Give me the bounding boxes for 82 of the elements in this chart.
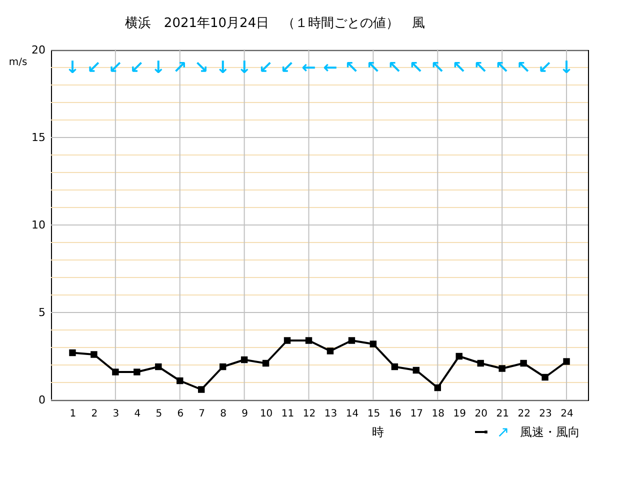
annotation: ↖ xyxy=(366,58,380,78)
annotation: ↙ xyxy=(258,58,273,78)
point xyxy=(542,374,548,381)
x-tick-label: 11 xyxy=(281,408,294,420)
point xyxy=(520,360,527,367)
point xyxy=(69,349,76,356)
point xyxy=(434,384,441,392)
point xyxy=(198,386,205,393)
annotation: ↗ xyxy=(172,58,188,78)
x-tick-label: 21 xyxy=(496,408,509,420)
x-tick-label: 9 xyxy=(242,408,248,420)
text: ↗ xyxy=(496,423,510,441)
x-tick-label: 1 xyxy=(70,408,76,420)
annotation: ↘ xyxy=(194,58,208,78)
annotation: ↙ xyxy=(280,58,294,78)
point xyxy=(240,356,248,364)
annotation: ↓ xyxy=(65,58,80,78)
annotation: ↓ xyxy=(237,58,252,78)
point xyxy=(155,363,162,370)
annotation: ↖ xyxy=(409,58,424,78)
annotation: ↖ xyxy=(494,58,510,78)
x-tick-label: 17 xyxy=(410,408,424,420)
point xyxy=(391,363,398,370)
annotation: ↖ xyxy=(473,58,488,78)
y-axis-title: m/s xyxy=(8,57,28,68)
x-tick-label: 10 xyxy=(260,408,273,420)
point xyxy=(284,337,291,344)
point xyxy=(326,348,334,354)
x-tick-label: 22 xyxy=(518,408,530,420)
x-tick-label: 18 xyxy=(432,408,445,420)
annotation: ↓ xyxy=(151,58,166,78)
x-tick-label: 12 xyxy=(302,408,316,420)
x-axis-title: 時 xyxy=(372,425,384,439)
x-tick-label: 2 xyxy=(91,408,98,420)
annotation: ↙ xyxy=(108,58,123,78)
point xyxy=(563,358,570,365)
x-tick-label: 20 xyxy=(474,408,488,420)
point xyxy=(112,368,119,376)
point xyxy=(219,363,226,370)
point xyxy=(370,340,377,348)
annotation: ↖ xyxy=(430,58,445,78)
point xyxy=(134,368,140,376)
y-tick-label: 10 xyxy=(32,218,46,232)
annotation: ↙ xyxy=(86,58,102,78)
annotation: ↖ xyxy=(452,58,466,78)
x-tick-label: 7 xyxy=(198,408,206,420)
x-tick-label: 19 xyxy=(453,408,466,420)
x-tick-label: 3 xyxy=(112,408,120,420)
x-tick-label: 13 xyxy=(324,408,338,420)
x-tick-label: 6 xyxy=(177,408,184,420)
point xyxy=(477,360,484,367)
annotation: ↓ xyxy=(559,58,574,78)
annotation: ↙ xyxy=(130,58,144,78)
annotation: ↙ xyxy=(538,58,552,78)
x-tick-label: 5 xyxy=(156,408,162,420)
y-tick-label: 5 xyxy=(38,306,46,319)
x-tick-label: 8 xyxy=(220,408,227,420)
point xyxy=(456,352,462,360)
y-tick-label: 20 xyxy=(32,44,46,56)
x-tick-label: 15 xyxy=(367,408,380,420)
x-tick-label: 16 xyxy=(388,408,402,420)
point xyxy=(348,337,356,344)
x-tick-label: 14 xyxy=(346,408,359,420)
annotation: ← xyxy=(323,58,338,78)
point xyxy=(262,360,270,367)
point xyxy=(305,337,312,344)
x-tick-label: 23 xyxy=(539,408,552,420)
point xyxy=(90,351,98,358)
point xyxy=(176,377,184,384)
annotation: ↓ xyxy=(216,58,230,78)
annotation: ↖ xyxy=(516,58,531,78)
chart-title: 横浜 2021年10月24日 （１時間ごとの値） 風 xyxy=(124,16,426,31)
y-tick-label: 0 xyxy=(38,394,46,406)
annotation: ↖ xyxy=(344,58,359,78)
point xyxy=(412,366,420,374)
x-tick-label: 4 xyxy=(134,408,141,420)
point xyxy=(498,365,506,372)
annotation: ← xyxy=(302,58,316,78)
y-tick-label: 15 xyxy=(32,131,46,144)
x-tick-label: 24 xyxy=(560,408,574,420)
annotation: ↖ xyxy=(388,58,402,78)
text: 風速・風向 xyxy=(520,425,580,439)
